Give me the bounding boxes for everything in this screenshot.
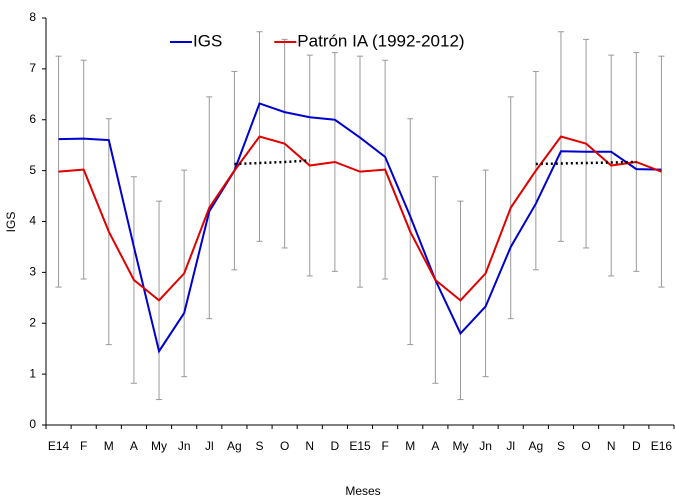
- x-tick-label: Jl: [205, 439, 214, 453]
- x-tick-label: O: [581, 439, 590, 453]
- y-tick-label: 0: [29, 417, 36, 431]
- x-tick-label: E16: [651, 439, 673, 453]
- x-tick-label: N: [305, 439, 314, 453]
- trend-line: [234, 159, 310, 166]
- y-tick-label: 2: [29, 315, 36, 329]
- x-tick-label: S: [256, 439, 264, 453]
- x-tick-label: Ag: [528, 439, 543, 453]
- legend-label: IGS: [193, 31, 222, 50]
- x-tick-label: My: [151, 439, 167, 453]
- x-tick-label: My: [452, 439, 468, 453]
- y-axis-label: IGS: [4, 212, 18, 233]
- x-tick-label: Ag: [227, 439, 242, 453]
- y-tick-label: 1: [29, 366, 36, 380]
- x-axis-label: Meses: [345, 484, 380, 498]
- x-tick-label: M: [104, 439, 114, 453]
- y-tick-label: 6: [29, 112, 36, 126]
- x-tick-label: D: [632, 439, 641, 453]
- x-tick-label: N: [607, 439, 616, 453]
- x-tick-label: E15: [349, 439, 371, 453]
- x-tick-label: Jn: [178, 439, 191, 453]
- legend-label: Patrón IA (1992-2012): [297, 31, 464, 50]
- x-tick-label: D: [331, 439, 340, 453]
- x-tick-label: A: [431, 439, 439, 453]
- y-tick-label: 4: [29, 214, 36, 228]
- y-tick-label: 8: [29, 10, 36, 24]
- x-tick-label: A: [130, 439, 138, 453]
- x-tick-label: O: [280, 439, 289, 453]
- series-line: [58, 135, 662, 302]
- trend-line: [535, 160, 637, 166]
- series-line: [58, 102, 662, 354]
- x-tick-label: Jn: [479, 439, 492, 453]
- y-tick-label: 3: [29, 265, 36, 279]
- x-tick-label: F: [80, 439, 87, 453]
- x-tick-label: F: [381, 439, 388, 453]
- x-tick-label: M: [405, 439, 415, 453]
- x-tick-label: E14: [48, 439, 70, 453]
- y-tick-label: 5: [29, 163, 36, 177]
- x-tick-label: Jl: [506, 439, 515, 453]
- y-tick-label: 7: [29, 61, 36, 75]
- x-tick-label: S: [557, 439, 565, 453]
